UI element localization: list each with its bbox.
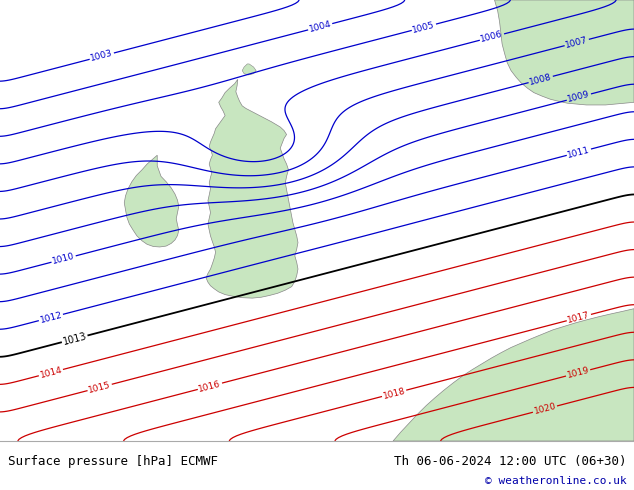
Text: 1003: 1003 xyxy=(89,49,114,63)
Text: 1019: 1019 xyxy=(566,366,590,380)
Text: 1008: 1008 xyxy=(528,72,553,87)
Polygon shape xyxy=(393,309,634,441)
Text: 1020: 1020 xyxy=(533,402,557,416)
Polygon shape xyxy=(124,155,179,247)
Polygon shape xyxy=(206,79,298,298)
Text: 1007: 1007 xyxy=(564,35,589,50)
Polygon shape xyxy=(242,64,256,75)
Text: Th 06-06-2024 12:00 UTC (06+30): Th 06-06-2024 12:00 UTC (06+30) xyxy=(394,455,626,468)
Text: 1014: 1014 xyxy=(39,366,63,380)
Text: © weatheronline.co.uk: © weatheronline.co.uk xyxy=(484,476,626,486)
Text: 1012: 1012 xyxy=(39,310,63,325)
Text: 1018: 1018 xyxy=(382,386,406,401)
Text: 1013: 1013 xyxy=(61,331,87,347)
Text: 1017: 1017 xyxy=(567,310,591,325)
Text: 1004: 1004 xyxy=(308,20,332,34)
Polygon shape xyxy=(495,0,634,105)
Text: 1005: 1005 xyxy=(411,20,436,34)
Text: 1015: 1015 xyxy=(87,380,112,395)
Text: 1010: 1010 xyxy=(51,252,76,266)
Text: Surface pressure [hPa] ECMWF: Surface pressure [hPa] ECMWF xyxy=(8,455,217,468)
Text: 1016: 1016 xyxy=(198,379,222,393)
Text: 1006: 1006 xyxy=(480,30,504,44)
Text: 1011: 1011 xyxy=(567,145,591,159)
Text: 1009: 1009 xyxy=(567,90,591,104)
